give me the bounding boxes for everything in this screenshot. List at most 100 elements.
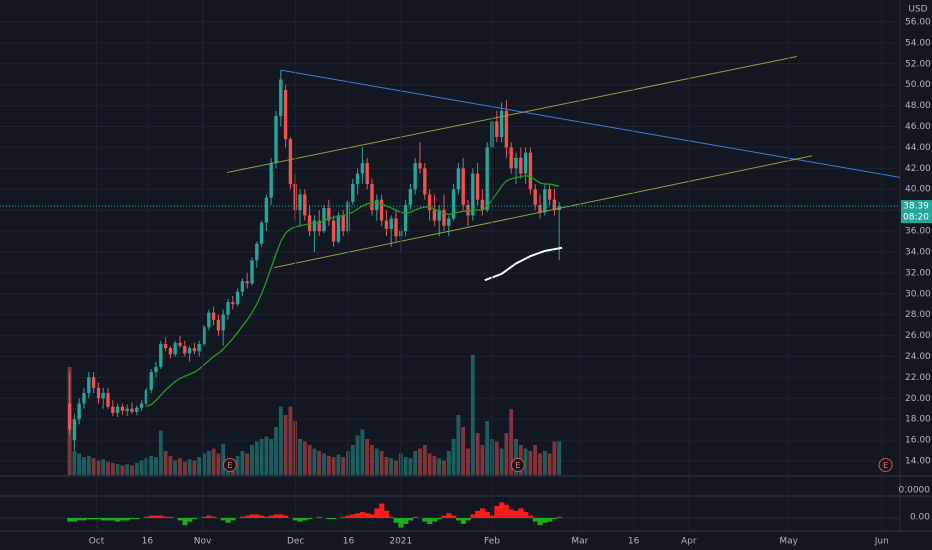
candle-body — [274, 116, 278, 164]
oscillator-bar — [542, 518, 548, 523]
oscillator-bar — [422, 518, 428, 522]
volume-bar — [514, 439, 518, 475]
oscillator-bar — [518, 508, 524, 518]
volume-bar — [283, 415, 288, 475]
volume-bar — [413, 451, 418, 475]
oscillator-bar — [408, 518, 414, 521]
candle-body — [115, 406, 120, 413]
candle-body — [255, 243, 259, 261]
volume-bar — [341, 457, 346, 475]
oscillator-bar — [206, 515, 212, 518]
x-tick-label: 16 — [142, 537, 154, 547]
candle-body — [384, 220, 389, 229]
candle-body — [447, 218, 451, 226]
oscillator-bar — [81, 518, 87, 521]
oscillator-bar — [249, 514, 255, 518]
oscillator-bar — [278, 514, 284, 518]
candle-body — [72, 419, 77, 441]
candle-body — [269, 163, 273, 198]
candle-body — [67, 403, 72, 430]
candle-body — [288, 139, 293, 185]
volume-bar — [557, 441, 562, 475]
candle-body — [149, 372, 153, 390]
volume-bar — [466, 448, 470, 475]
x-tick-label: 16 — [628, 537, 640, 547]
oscillator-bar — [182, 518, 188, 526]
oscillator-bar — [427, 518, 433, 524]
volume-bar — [432, 455, 437, 475]
candle-body — [231, 302, 235, 305]
candle-body — [312, 220, 317, 232]
oscillator-bar — [96, 518, 102, 520]
oscillator-bar — [432, 518, 438, 522]
candle-body — [322, 208, 326, 232]
y-tick-label: 28.00 — [905, 310, 931, 320]
candle-body — [211, 312, 216, 320]
volume-bar — [216, 453, 221, 475]
oscillator-bar — [547, 518, 553, 522]
volume-bar — [245, 453, 250, 475]
volume-bar — [394, 460, 398, 475]
candle-body — [168, 348, 173, 355]
volume-bar — [422, 445, 427, 475]
y-tick-label: 46.00 — [905, 122, 931, 132]
oscillator-bar — [494, 506, 500, 518]
candle-body — [192, 348, 197, 352]
x-tick-label: Dec — [287, 537, 304, 547]
volume-bar — [365, 439, 370, 475]
volume-bar — [192, 460, 197, 475]
candle-body — [106, 393, 110, 407]
volume-bar — [331, 457, 336, 475]
candle-body — [187, 348, 192, 354]
oscillator-bar — [264, 516, 270, 518]
candle-body — [82, 393, 86, 404]
oscillator-bar — [148, 515, 154, 518]
volume-bar — [86, 455, 91, 475]
oscillator-bar — [292, 518, 298, 521]
oscillator-bar — [100, 518, 106, 521]
volume-bar — [178, 458, 182, 475]
candle-body — [514, 157, 518, 169]
volume-bar — [158, 430, 163, 475]
oscillator-bar — [326, 518, 332, 520]
volume-bar — [149, 455, 154, 475]
oscillator-bar — [504, 504, 510, 518]
candle-body — [183, 346, 187, 354]
volume-bar — [278, 406, 283, 475]
volume-bar — [110, 463, 115, 475]
candle-body — [264, 197, 269, 223]
candle-body — [519, 157, 523, 174]
y-tick-label: 30.00 — [905, 289, 931, 299]
volume-bar — [259, 439, 264, 475]
volume-bar — [91, 458, 96, 475]
volume-bar — [206, 451, 211, 475]
volume-bar — [538, 453, 542, 475]
x-tick-label: Feb — [484, 537, 500, 547]
volume-bar — [82, 457, 86, 475]
volume-bar — [254, 441, 259, 475]
candle-body — [250, 260, 254, 284]
candle-body — [389, 218, 393, 229]
candle-body — [298, 194, 302, 211]
oscillator-bar — [268, 515, 274, 518]
candle-body — [504, 110, 509, 148]
volume-bar — [106, 461, 110, 475]
oscillator-bar — [360, 512, 366, 518]
oscillator-bar — [86, 518, 92, 520]
volume-bar — [139, 460, 144, 475]
y-tick-label: 32.00 — [905, 268, 931, 278]
oscillator-bar — [384, 510, 390, 518]
oscillator-bar — [398, 518, 404, 528]
volume-bar — [326, 455, 331, 475]
oscillator-bar — [489, 515, 495, 518]
oscillator-bar — [254, 514, 260, 518]
volume-bar — [480, 445, 485, 475]
volume-bar — [173, 460, 178, 475]
oscillator-bar — [297, 518, 303, 522]
oscillator-bar — [331, 518, 337, 520]
volume-bar — [504, 433, 509, 475]
oscillator-bar — [374, 508, 380, 518]
candle-body — [379, 199, 384, 221]
volume-bar — [221, 443, 226, 475]
oscillator-bar — [225, 518, 231, 523]
